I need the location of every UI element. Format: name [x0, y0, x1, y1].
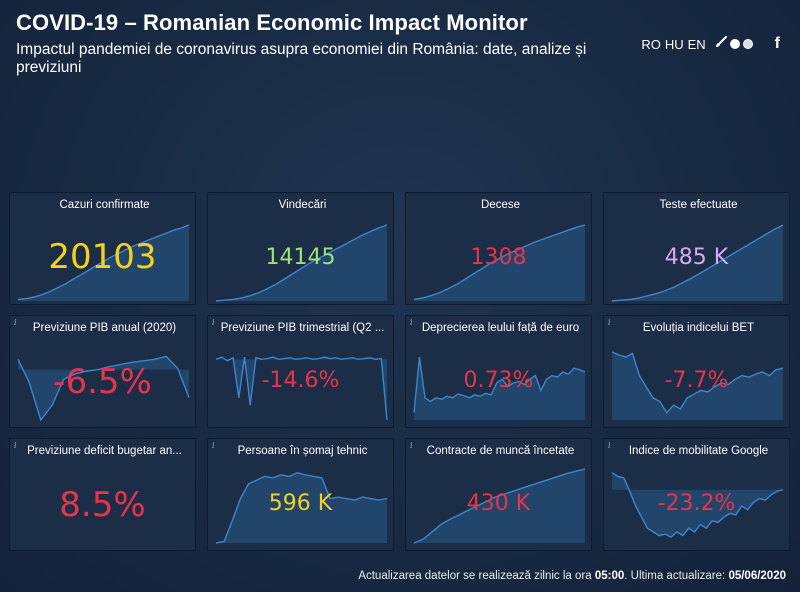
trend-sparkline — [611, 351, 784, 420]
kpi-card-previziune-pib-anual-2020[interactable]: i Previziune PIB anual (2020) -6.5% — [9, 315, 196, 428]
info-icon[interactable]: i — [212, 318, 215, 327]
theme-dark-icon[interactable] — [742, 39, 753, 49]
trend-sparkline — [413, 224, 586, 301]
sparkline-line — [17, 224, 190, 301]
sparkline-area — [414, 469, 585, 543]
sparkline-area — [18, 225, 189, 301]
kpi-card-title: Deprecierea leului față de euro — [421, 322, 580, 334]
sparkline-line — [215, 471, 388, 544]
sparkline-area — [216, 472, 387, 543]
sparkline-line — [215, 356, 388, 421]
toolbar: RO HU EN f — [641, 35, 780, 53]
kpi-card-title: Previziune PIB anual (2020) — [32, 322, 177, 334]
update-footer: Actualizarea datelor se realizează zilni… — [358, 570, 786, 582]
kpi-card-evolutia-indicelui-bet[interactable]: i Evoluția indicelui BET -7.7% — [603, 315, 790, 428]
info-icon[interactable]: i — [212, 441, 215, 450]
trend-sparkline — [413, 357, 586, 420]
info-icon[interactable]: i — [410, 318, 413, 327]
sparkline-line — [215, 224, 388, 302]
footer-prefix: Actualizarea datelor se realizează zilni… — [358, 570, 595, 582]
sparkline-line — [611, 351, 784, 414]
kpi-card-title: Indice de mobilitate Google — [628, 445, 769, 457]
kpi-card-decese[interactable]: Decese 1308 — [405, 192, 592, 305]
header: COVID-19 – Romanian Economic Impact Moni… — [16, 10, 606, 77]
info-icon[interactable]: i — [608, 318, 611, 327]
lang-hu-link[interactable]: HU — [664, 36, 684, 52]
kpi-card-value: 596 K — [268, 491, 333, 516]
footer-date: 05/06/2020 — [728, 570, 786, 582]
theme-light-icon[interactable] — [729, 39, 740, 49]
page-title: COVID-19 – Romanian Economic Impact Moni… — [16, 10, 528, 35]
info-icon[interactable]: i — [14, 441, 17, 450]
kpi-card-value: -7.7% — [664, 368, 729, 393]
kpi-card-persoane-in-somaj-tehnic[interactable]: i Persoane în șomaj tehnic 596 K — [207, 438, 394, 551]
info-icon[interactable]: i — [608, 441, 611, 450]
kpi-card-value: -14.6% — [261, 368, 340, 393]
kpi-card-title: Teste efectuate — [659, 199, 738, 211]
sparkline-line — [413, 224, 586, 301]
brush-icon[interactable] — [715, 35, 727, 53]
sparkline-area — [414, 225, 585, 301]
trend-sparkline — [215, 356, 388, 421]
info-icon[interactable]: i — [410, 441, 413, 450]
lang-ro-link[interactable]: RO — [641, 36, 661, 52]
kpi-card-value: 14145 — [265, 245, 336, 270]
info-icon[interactable]: i — [14, 318, 17, 327]
sparkline-line — [17, 355, 190, 422]
trend-sparkline — [17, 355, 190, 422]
sparkline-line — [413, 468, 586, 544]
trend-sparkline — [611, 472, 784, 538]
sparkline-line — [611, 224, 784, 302]
kpi-card-title: Cazuri confirmate — [59, 199, 150, 211]
sparkline-area — [612, 472, 783, 538]
kpi-card-value: 8.5% — [59, 485, 146, 525]
trend-sparkline — [611, 224, 784, 302]
kpi-card-previziune-deficit-bugetar-an[interactable]: i Previziune deficit bugetar an... 8.5% — [9, 438, 196, 551]
trend-sparkline — [215, 224, 388, 302]
sparkline-line — [611, 472, 784, 538]
sparkline-area — [18, 356, 189, 420]
footer-middle: . Ultima actualizare: — [624, 570, 729, 582]
trend-sparkline — [17, 224, 190, 301]
kpi-card-vindecari[interactable]: Vindecări 14145 — [207, 192, 394, 305]
kpi-card-cazuri-confirmate[interactable]: Cazuri confirmate 20103 — [9, 192, 196, 305]
facebook-icon[interactable]: f — [774, 35, 780, 52]
kpi-card-value: 1308 — [470, 245, 527, 270]
kpi-card-title: Vindecări — [278, 199, 327, 211]
kpi-card-deprecierea-leului-fata-de-euro[interactable]: i Deprecierea leului față de euro 0.73% — [405, 315, 592, 428]
kpi-card-previziune-pib-trimestrial-q2[interactable]: i Previziune PIB trimestrial (Q2 ... -14.6… — [207, 315, 394, 428]
kpi-card-teste-efectuate[interactable]: Teste efectuate 485 K — [603, 192, 790, 305]
trend-sparkline — [215, 471, 388, 544]
kpi-card-title: Evoluția indicelui BET — [642, 322, 755, 334]
sparkline-area — [612, 225, 783, 301]
kpi-card-title: Decese — [481, 199, 520, 211]
kpi-card-title: Contracte de muncă încetate — [426, 445, 575, 457]
trend-sparkline — [413, 468, 586, 544]
sparkline-area — [612, 351, 783, 420]
kpi-card-value: -6.5% — [53, 362, 152, 402]
footer-time: 05:00 — [594, 570, 625, 582]
kpi-card-value: 0.73% — [463, 368, 534, 393]
sparkline-area — [414, 357, 585, 420]
kpi-card-value: 485 K — [664, 245, 729, 270]
sparkline-area — [216, 357, 387, 420]
page-subtitle: Impactul pandemiei de coronavirus asupra… — [16, 41, 587, 76]
kpi-card-contracte-de-munca-incetate[interactable]: i Contracte de muncă încetate 430 K — [405, 438, 592, 551]
lang-en-link[interactable]: EN — [687, 36, 706, 52]
kpi-card-value: -23.2% — [657, 491, 736, 516]
sparkline-area — [216, 225, 387, 301]
kpi-card-title: Previziune PIB trimestrial (Q2 ... — [220, 322, 385, 334]
kpi-card-title: Persoane în șomaj tehnic — [237, 445, 368, 457]
kpi-card-value: 20103 — [48, 237, 157, 277]
kpi-card-value: 430 K — [466, 491, 531, 516]
kpi-card-title: Previziune deficit bugetar an... — [27, 445, 182, 457]
sparkline-line — [413, 357, 586, 413]
kpi-card-indice-de-mobilitate-google[interactable]: i Indice de mobilitate Google -23.2% — [603, 438, 790, 551]
